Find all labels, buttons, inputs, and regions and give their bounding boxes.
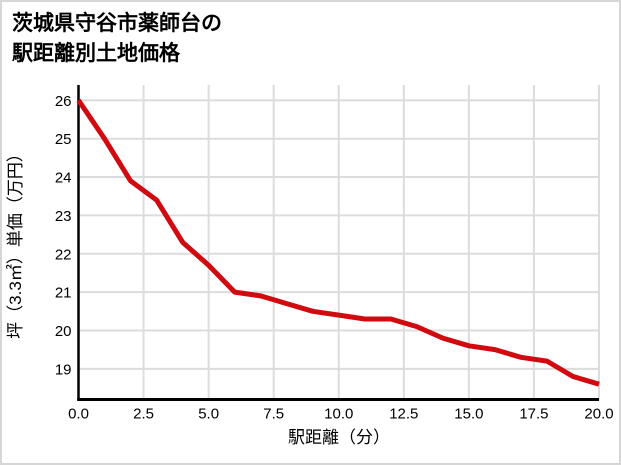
chart-title-line-2: 駅距離別土地価格 [12,42,180,65]
y-tick-label: 23 [55,208,72,225]
x-axis-tick-labels: 0.0 2.5 5.0 7.5 10.0 12.5 15.0 17.5 20.0 [68,406,614,423]
x-axis-title: 駅距離（分） [288,428,390,447]
y-tick-label: 20 [55,323,72,340]
y-tick-label: 24 [55,170,72,187]
y-tick-label: 25 [55,131,72,148]
y-tick-label: 22 [55,246,72,263]
y-axis-tick-labels: 19 20 21 22 23 24 25 26 [55,93,72,378]
x-tick-label: 7.5 [263,406,284,423]
price-line-series [76,98,600,387]
axes [77,85,599,401]
x-tick-label: 2.5 [133,406,154,423]
y-tick-label: 21 [55,285,72,302]
gridlines [78,85,600,400]
x-tick-label: 10.0 [324,406,353,423]
y-tick-label: 26 [55,93,72,110]
x-tick-label: 12.5 [389,406,418,423]
x-tick-label: 5.0 [198,406,219,423]
x-tick-label: 17.5 [519,406,548,423]
x-tick-label: 20.0 [584,406,613,423]
chart-title: 茨城県守谷市薬師台の 駅距離別土地価格 [12,9,222,69]
chart-title-line-1: 茨城県守谷市薬師台の [12,12,222,35]
x-tick-label: 0.0 [68,406,89,423]
x-tick-label: 15.0 [454,406,483,423]
y-axis-title: 坪（3.3㎡）単価（万円） [6,145,25,339]
y-tick-label: 19 [55,361,72,378]
